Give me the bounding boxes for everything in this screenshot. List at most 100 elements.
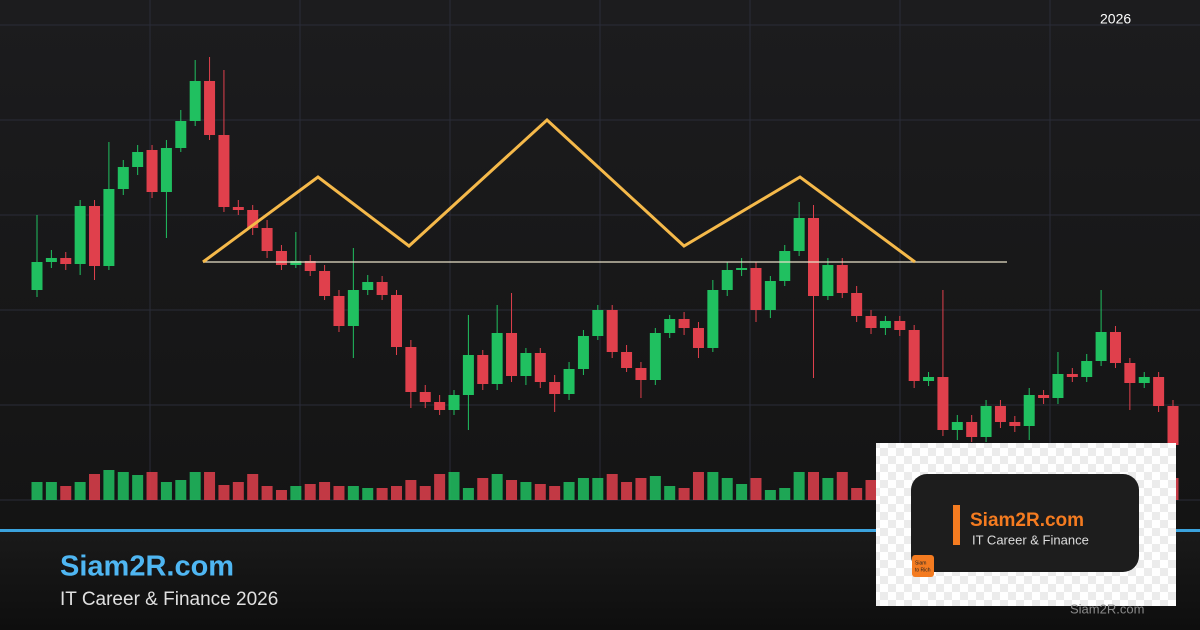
candle-body <box>376 282 388 295</box>
logo-icon <box>912 555 934 577</box>
candle-body <box>966 422 978 437</box>
volume-bar <box>808 472 820 500</box>
volume-bar <box>175 480 187 500</box>
volume-bar <box>132 475 144 500</box>
volume-bar <box>692 472 704 500</box>
volume-bar <box>707 472 719 500</box>
volume-bar <box>621 482 633 500</box>
candle-body <box>908 330 920 381</box>
candle-body <box>549 382 561 394</box>
volume-bar <box>865 480 877 500</box>
candle-body <box>793 218 805 251</box>
candle-body <box>1167 406 1179 445</box>
candle-body <box>621 352 633 368</box>
candle-body <box>304 261 316 271</box>
volume-bar <box>275 490 287 500</box>
candle-body <box>520 353 532 376</box>
candle-body <box>879 321 891 328</box>
volume-bar <box>405 480 417 500</box>
candle-body <box>103 189 115 266</box>
candle-body <box>462 355 474 395</box>
head-and-shoulders-pattern <box>202 117 916 264</box>
candle-body <box>132 152 144 167</box>
volume-bar <box>606 474 618 500</box>
candle-body <box>1153 377 1165 406</box>
volume-bar <box>333 486 345 500</box>
candle-body <box>89 206 101 266</box>
candle-body <box>822 265 834 296</box>
candle-body <box>390 295 402 347</box>
candle-body <box>894 321 906 330</box>
volume-bar <box>218 485 230 500</box>
candle-body <box>1138 377 1150 383</box>
candle-body <box>851 293 863 316</box>
candle-body <box>649 333 661 380</box>
candle-body <box>1124 363 1136 383</box>
logo-text: Siam <box>915 560 926 566</box>
volume-bar <box>419 486 431 500</box>
volume-bar <box>779 488 791 500</box>
tagline: IT Career & Finance 2026 <box>60 589 278 610</box>
candle-body <box>721 270 733 290</box>
volume-bar <box>520 482 532 500</box>
candle-body <box>506 333 518 376</box>
volume-bar <box>204 472 216 500</box>
candle-body <box>865 316 877 328</box>
candle-body <box>319 271 331 296</box>
volume-bar <box>506 480 518 500</box>
volume-bar <box>103 470 115 500</box>
volume-bar <box>592 478 604 500</box>
candle-body <box>477 355 489 384</box>
candle-body <box>405 347 417 392</box>
volume-bar <box>491 474 503 500</box>
candle-body <box>577 336 589 369</box>
candle-body <box>1038 395 1050 398</box>
volume-bar <box>232 482 244 500</box>
card-tagline: IT Career & Finance <box>972 532 1089 547</box>
volume-bar <box>764 490 776 500</box>
candle-body <box>160 148 172 192</box>
card-brand: Siam2R.com <box>970 510 1084 531</box>
candle-body <box>1052 374 1064 398</box>
candle-body <box>419 392 431 402</box>
candle-body <box>60 258 72 264</box>
volume-bar <box>635 478 647 500</box>
volume-bar <box>60 486 72 500</box>
volume-bar <box>477 478 489 500</box>
watermark: Siam2R.com <box>1070 601 1144 616</box>
candle-body <box>347 290 359 326</box>
volume-bar <box>793 472 805 500</box>
volume-bar <box>31 482 43 500</box>
candle-body <box>606 310 618 352</box>
volume-bar <box>74 482 86 500</box>
volume-bar <box>117 472 129 500</box>
volume-bar <box>434 474 446 500</box>
candle-body <box>45 258 57 262</box>
volume-bar <box>678 488 690 500</box>
candle-body <box>117 167 129 189</box>
candle-body <box>736 268 748 270</box>
logo-card <box>911 474 1139 572</box>
candle-body <box>951 422 963 430</box>
candle-body <box>74 206 86 264</box>
candle-body <box>1095 332 1107 361</box>
volume-bar <box>851 488 863 500</box>
candle-body <box>592 310 604 336</box>
candle-body <box>261 228 273 251</box>
volume-bar <box>721 478 733 500</box>
candle-body <box>836 265 848 293</box>
volume-bar <box>549 486 561 500</box>
candle-body <box>1009 422 1021 426</box>
candle-body <box>218 135 230 207</box>
volume-bar <box>89 474 101 500</box>
logo-overlay: Siam2R.com IT Career & Finance Siam to R… <box>876 443 1176 606</box>
candle-body <box>1109 332 1121 363</box>
candle-body <box>204 81 216 135</box>
candle-body <box>1023 395 1035 426</box>
volume-bar <box>347 486 359 500</box>
volume-bar <box>534 484 546 500</box>
volume-bar <box>822 478 834 500</box>
volume-bar <box>462 488 474 500</box>
candle-body <box>1066 374 1078 377</box>
